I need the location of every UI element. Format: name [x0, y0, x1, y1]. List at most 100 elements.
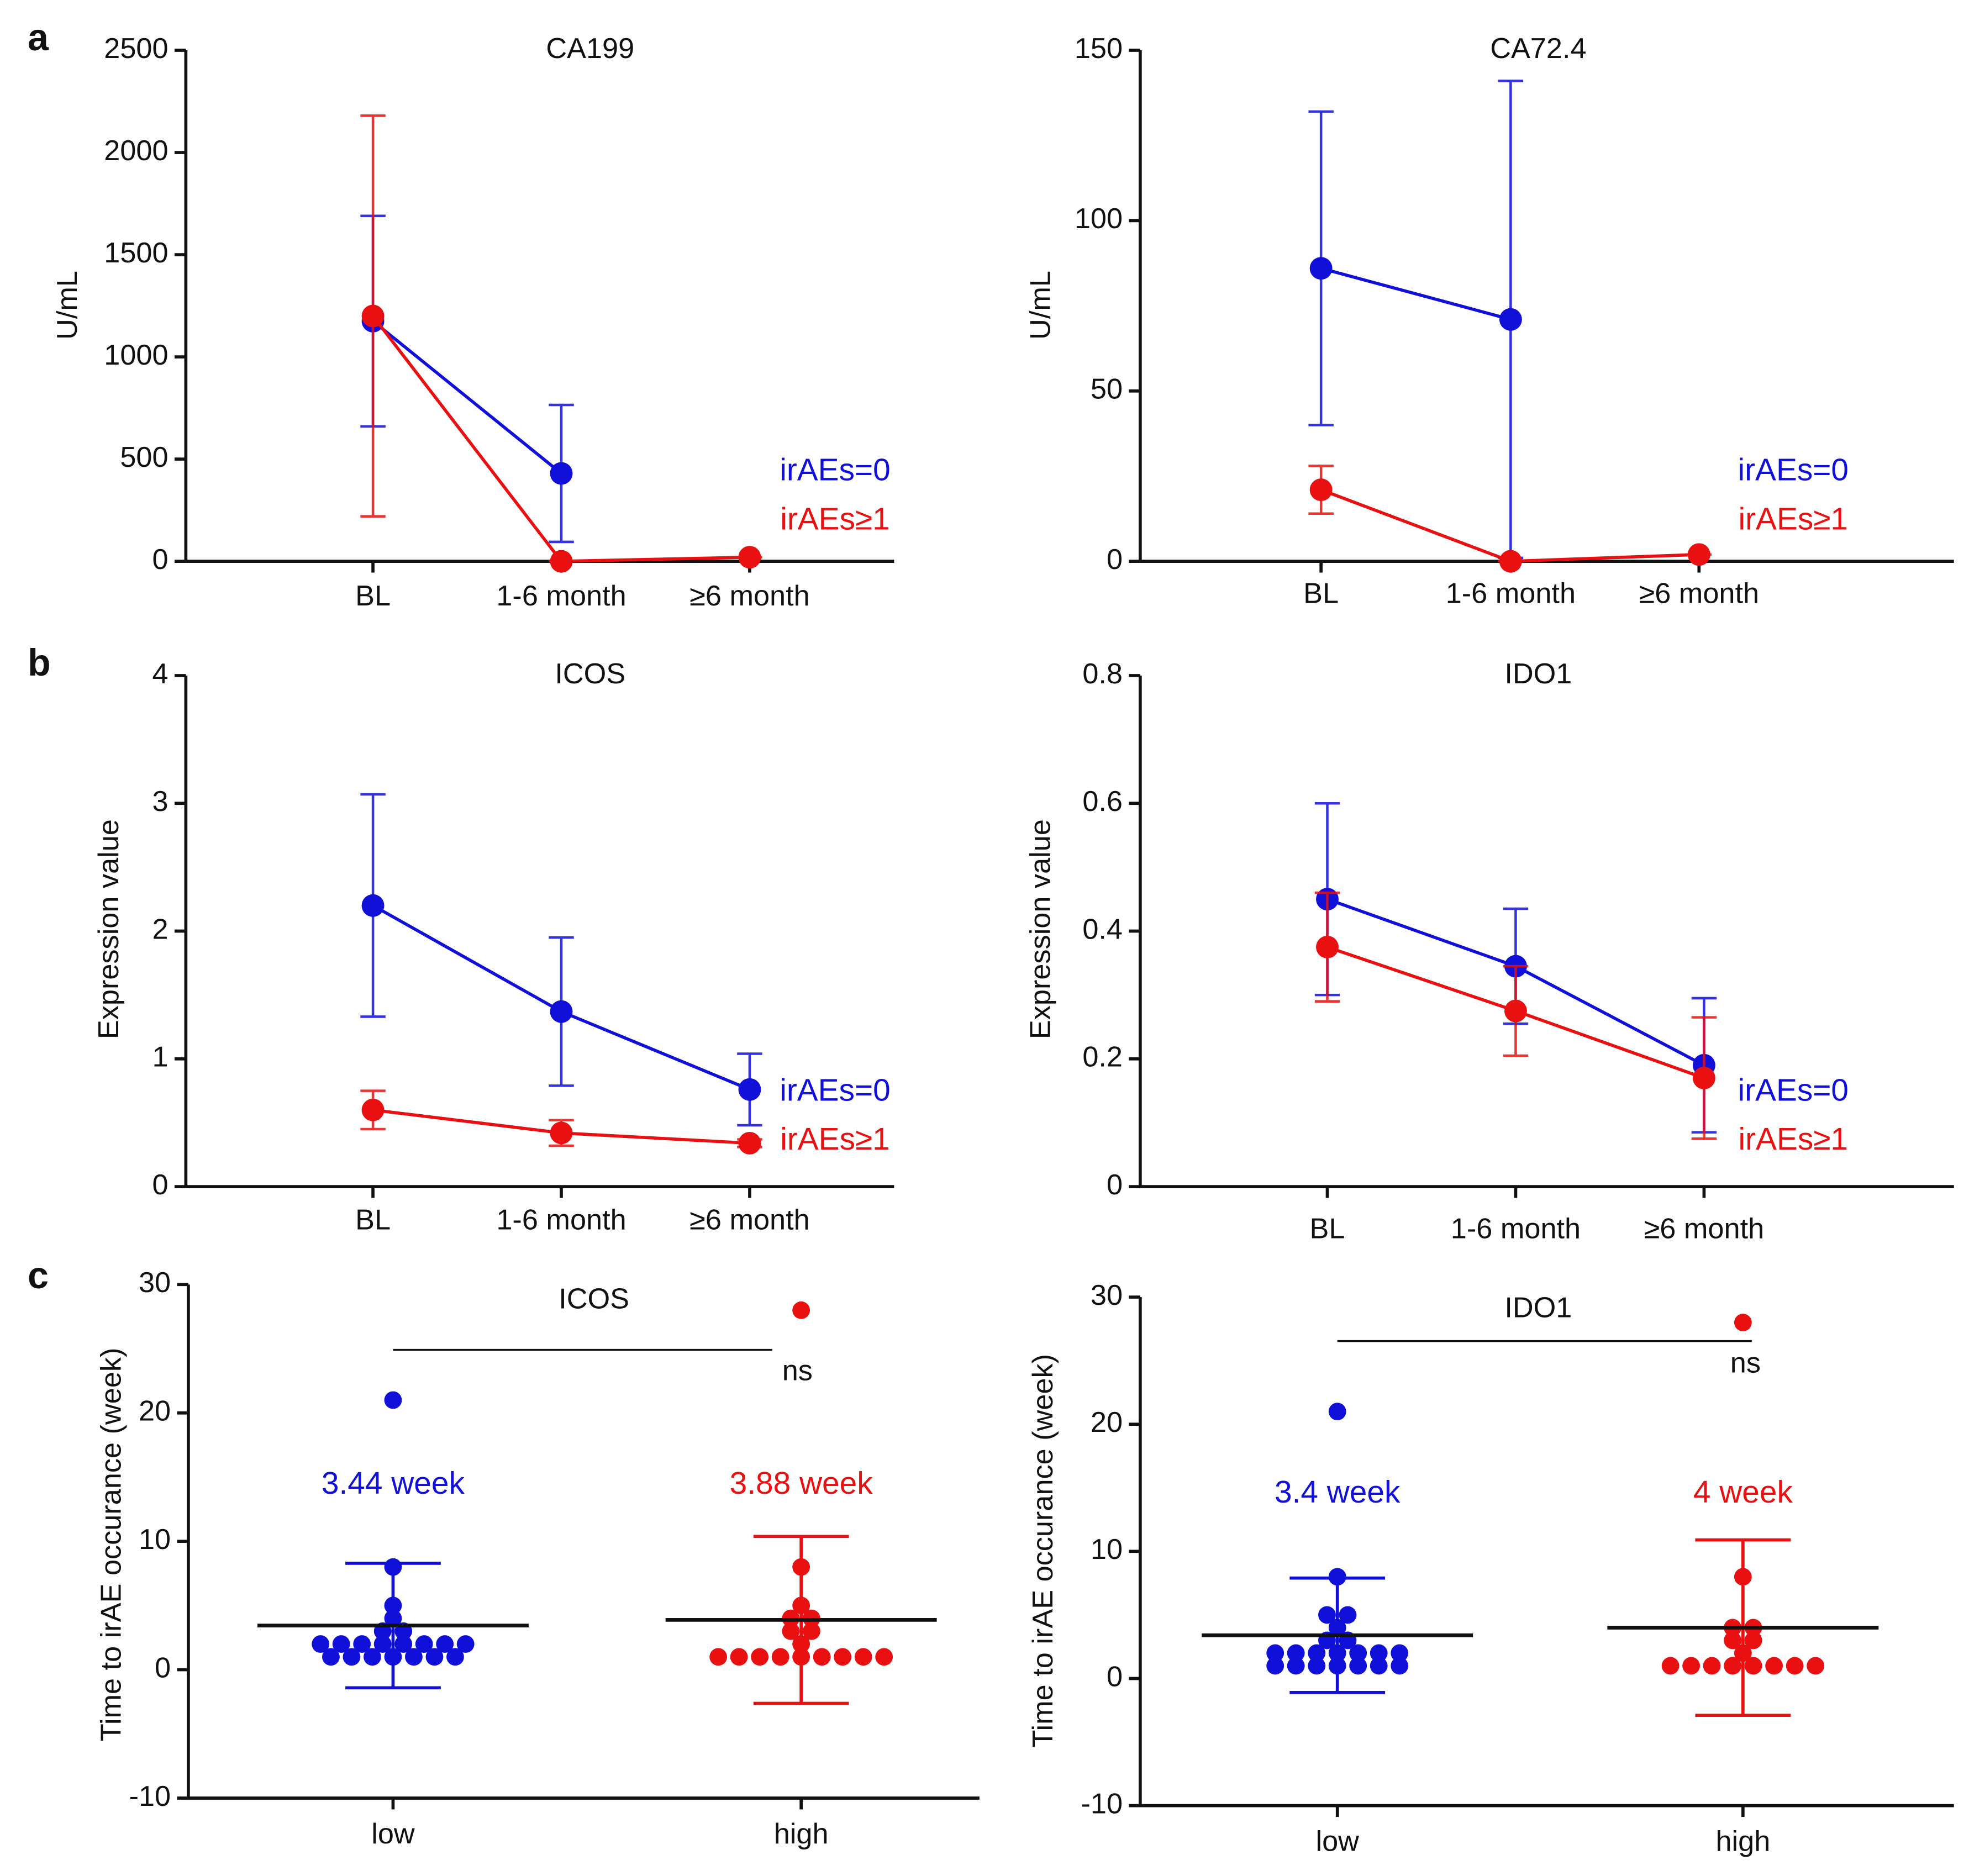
data-point: [415, 1635, 433, 1653]
mean-label: 3.4 week: [1275, 1475, 1401, 1510]
legend-entry: irAEs≥1: [1739, 502, 1849, 536]
data-point: [1661, 1657, 1680, 1675]
data-point: [1687, 543, 1710, 566]
x-tick-label: low: [371, 1818, 415, 1850]
x-tick-label: high: [1715, 1826, 1770, 1858]
legend-entry: irAEs=0: [780, 1073, 891, 1108]
data-point: [730, 1648, 748, 1666]
data-point: [1370, 1644, 1388, 1662]
data-point: [1370, 1657, 1388, 1675]
x-tick-label: ≥6 month: [689, 1204, 810, 1236]
y-tick-label: 500: [120, 441, 168, 473]
data-point: [1318, 1606, 1336, 1624]
y-axis-label: Expression value: [1024, 819, 1056, 1039]
chart-title: ICOS: [555, 658, 625, 690]
x-tick-label: 1-6 month: [1451, 1213, 1581, 1245]
x-tick-label: high: [774, 1818, 829, 1850]
data-point: [361, 1098, 385, 1121]
y-tick-label: 2: [152, 913, 168, 945]
y-tick-label: 0: [155, 1652, 171, 1684]
data-point: [738, 546, 761, 569]
data-point: [361, 304, 385, 328]
x-tick-label: 1-6 month: [1446, 577, 1576, 609]
data-point: [312, 1635, 330, 1653]
data-point: [1349, 1644, 1367, 1662]
data-point: [1287, 1657, 1305, 1675]
x-tick-label: 1-6 month: [496, 1204, 626, 1236]
legend-entry: irAEs=0: [780, 453, 891, 488]
data-point: [1807, 1657, 1825, 1675]
y-axis-label: Time to irAE occurance (week): [1027, 1354, 1059, 1748]
y-tick-label: 10: [1091, 1534, 1123, 1566]
y-axis-label: U/mL: [1024, 271, 1056, 340]
data-point: [425, 1648, 444, 1666]
mean-label: 4 week: [1693, 1475, 1793, 1510]
data-point: [1682, 1657, 1700, 1675]
y-tick-label: 4: [152, 658, 168, 690]
y-axis-label: Time to irAE occurance (week): [95, 1348, 127, 1742]
x-tick-label: BL: [1303, 577, 1339, 609]
data-point: [361, 894, 385, 917]
y-tick-label: -10: [1081, 1788, 1123, 1820]
y-tick-label: 30: [139, 1267, 171, 1299]
data-point: [550, 462, 573, 485]
mean-label: 3.44 week: [322, 1466, 465, 1501]
data-point: [1266, 1657, 1284, 1675]
data-point: [436, 1635, 454, 1653]
x-tick-label: ≥6 month: [689, 580, 810, 612]
data-point: [1328, 1403, 1346, 1421]
significance-label: ns: [782, 1355, 813, 1387]
data-point: [353, 1635, 371, 1653]
y-tick-label: 100: [1075, 203, 1123, 235]
chart-title: CA72.4: [1490, 33, 1586, 65]
data-point: [364, 1648, 381, 1666]
data-point: [1266, 1644, 1284, 1662]
data-point: [1308, 1657, 1326, 1675]
y-tick-label: 0: [152, 1169, 168, 1201]
data-point: [343, 1648, 361, 1666]
data-point: [384, 1391, 402, 1409]
data-point: [1349, 1657, 1367, 1675]
data-point: [1692, 1067, 1715, 1089]
legend-entry: irAEs≥1: [780, 502, 890, 536]
data-point: [446, 1648, 464, 1666]
data-point: [1308, 1644, 1326, 1662]
data-point: [1316, 935, 1339, 958]
data-point: [1309, 257, 1333, 280]
legend-entry: irAEs=0: [1738, 1073, 1849, 1108]
data-point: [394, 1635, 413, 1653]
panel-label: b: [28, 642, 51, 684]
y-tick-label: 30: [1091, 1279, 1123, 1311]
data-point: [1724, 1631, 1742, 1650]
y-tick-label: 0: [1107, 544, 1123, 576]
significance-label: ns: [1730, 1347, 1761, 1379]
data-point: [1504, 999, 1527, 1023]
data-point: [834, 1648, 852, 1666]
data-point: [1724, 1657, 1742, 1675]
y-tick-label: 20: [139, 1395, 171, 1427]
y-tick-label: 3: [152, 786, 168, 818]
y-tick-label: 20: [1091, 1406, 1123, 1438]
chart-title: IDO1: [1504, 1292, 1572, 1324]
data-point: [1499, 308, 1522, 331]
y-tick-label: 0: [1107, 1169, 1123, 1201]
x-tick-label: BL: [355, 1204, 391, 1236]
y-tick-label: -10: [129, 1780, 171, 1812]
data-point: [738, 1078, 761, 1101]
y-tick-label: 0.8: [1082, 658, 1123, 690]
data-point: [1703, 1657, 1721, 1675]
chart-title: CA199: [546, 33, 634, 65]
x-tick-label: ≥6 month: [1639, 577, 1760, 609]
data-point: [802, 1622, 820, 1640]
data-point: [1391, 1644, 1409, 1662]
data-point: [322, 1648, 340, 1666]
y-tick-label: 1000: [104, 339, 168, 371]
y-tick-label: 0.6: [1082, 786, 1123, 818]
data-point: [751, 1648, 769, 1666]
data-point: [1744, 1631, 1762, 1650]
data-point: [792, 1301, 810, 1319]
data-point: [875, 1648, 893, 1666]
y-tick-label: 0.4: [1082, 913, 1123, 945]
data-point: [738, 1131, 761, 1155]
x-tick-label: low: [1315, 1826, 1359, 1858]
